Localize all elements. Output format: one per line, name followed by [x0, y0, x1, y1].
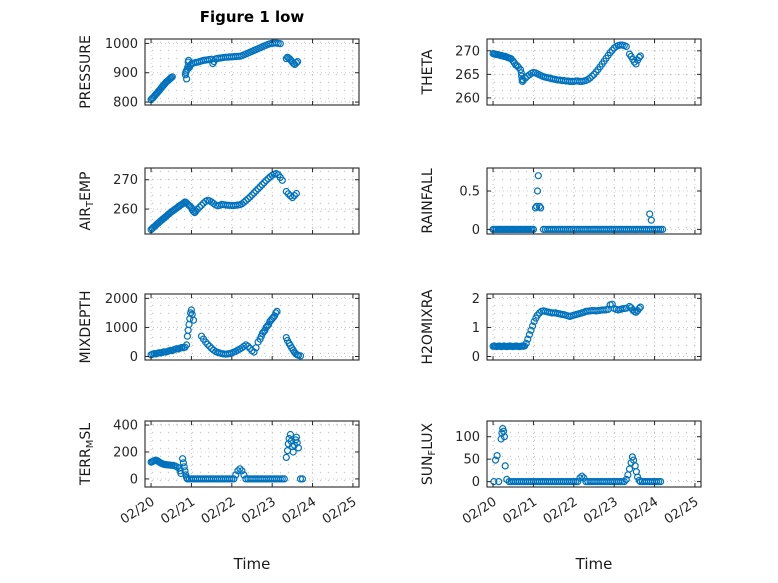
y-tick-label: 2000 [105, 292, 138, 307]
rainfall-chart: 0 0.5 RAINFALL [420, 167, 702, 238]
y-axis-label: TERRMSL [78, 423, 96, 486]
scatter-series [489, 41, 644, 86]
y-tick-label: 1000 [105, 321, 138, 336]
y-tick-label: 0 [472, 475, 480, 490]
y-tick-label: 265 [455, 68, 480, 83]
figure-title: Figure 1 low [199, 8, 305, 26]
scatter-series [147, 430, 307, 483]
subplot-theta: 260 265 270 THETA [397, 33, 727, 113]
x-tick-label: 02/20 [460, 494, 500, 527]
x-tick-label: 02/23 [239, 494, 279, 527]
sunflux-chart: 0 50 100 SUNFLUX 02/20 02/21 02/22 02/23 02/24 02… [420, 420, 702, 573]
subplot-terrmsl: 0 200 400 TERRMSL 02/20 02/21 02/22 02/23 02/24 0… [55, 415, 385, 583]
x-tick-label: 02/25 [662, 494, 702, 527]
x-axis-label: Time [575, 555, 613, 573]
terrmsl-chart: 0 200 400 TERRMSL 02/20 02/21 02/22 02/23 02/24 0… [78, 419, 360, 573]
axes-box [144, 38, 360, 106]
y-axis-label: H2OMIXRA [420, 289, 436, 364]
y-tick-label: 0.5 [459, 185, 480, 200]
x-tick-label: 02/22 [541, 494, 581, 527]
axes-box [486, 167, 702, 235]
y-tick-label: 0 [472, 350, 480, 365]
scatter-series [490, 425, 665, 486]
pressure-chart: 800 900 1000 PRESSURE [78, 35, 360, 111]
scatter-series [147, 39, 302, 104]
y-tick-label: 0 [130, 350, 138, 365]
subplot-pressure: 800 900 1000 PRESSURE [55, 33, 385, 113]
y-axis-label: PRESSURE [78, 35, 94, 109]
x-tick-label: 02/20 [118, 494, 158, 527]
x-axis-label: Time [233, 555, 271, 573]
subplot-h2omixra: 0 1 2 H2OMIXRA [397, 288, 727, 368]
y-tick-label: 50 [463, 453, 480, 468]
y-tick-label: 200 [113, 445, 138, 460]
y-tick-label: 260 [113, 203, 138, 218]
scatter-series [147, 170, 300, 234]
y-tick-label: 2 [472, 292, 480, 307]
y-tick-label: 0 [130, 472, 138, 487]
y-axis-label: SUNFLUX [420, 422, 438, 485]
y-tick-label: 400 [113, 419, 138, 434]
airtemp-chart: 260 270 AIRTEMP [78, 167, 360, 235]
subplot-rainfall: 0 0.5 RAINFALL [397, 162, 727, 242]
subplot-mixdepth: 0 1000 2000 MIXDEPTH [55, 288, 385, 368]
x-tick-label: 02/21 [500, 494, 540, 527]
axes-box [486, 38, 702, 106]
y-tick-label: 270 [113, 173, 138, 188]
scatter-series [489, 300, 644, 351]
axes-box [144, 420, 360, 488]
y-axis-label: MIXDEPTH [78, 291, 94, 364]
y-axis-label: THETA [420, 49, 436, 95]
subplot-sunflux: 0 50 100 SUNFLUX 02/20 02/21 02/22 02/23 02/24 02… [397, 415, 727, 583]
x-tick-label: 02/24 [280, 494, 320, 527]
theta-chart: 260 265 270 THETA [420, 38, 702, 106]
y-axis-label: RAINFALL [420, 168, 436, 233]
y-tick-label: 1000 [105, 37, 138, 52]
subplot-airtemp: 260 270 AIRTEMP [55, 162, 385, 242]
mixdepth-chart: 0 1000 2000 MIXDEPTH [78, 291, 360, 365]
scatter-series [489, 172, 667, 234]
y-axis-label: AIRTEMP [78, 172, 96, 231]
axes-box [486, 420, 702, 488]
y-tick-label: 100 [455, 430, 480, 445]
x-tick-label: 02/24 [622, 494, 662, 527]
y-tick-label: 260 [455, 91, 480, 106]
x-tick-label: 02/22 [199, 494, 239, 527]
h2omixra-chart: 0 1 2 H2OMIXRA [420, 289, 702, 365]
x-tick-label: 02/25 [320, 494, 360, 527]
axes-box [144, 167, 360, 235]
x-tick-label: 02/23 [581, 494, 621, 527]
x-tick-label: 02/21 [158, 494, 198, 527]
y-tick-label: 0 [472, 223, 480, 238]
y-tick-label: 1 [472, 321, 480, 336]
scatter-series [147, 306, 305, 360]
y-tick-label: 270 [455, 44, 480, 59]
y-tick-label: 900 [113, 66, 138, 81]
y-tick-label: 800 [113, 96, 138, 111]
